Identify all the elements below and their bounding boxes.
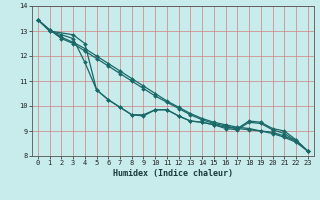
X-axis label: Humidex (Indice chaleur): Humidex (Indice chaleur)	[113, 169, 233, 178]
